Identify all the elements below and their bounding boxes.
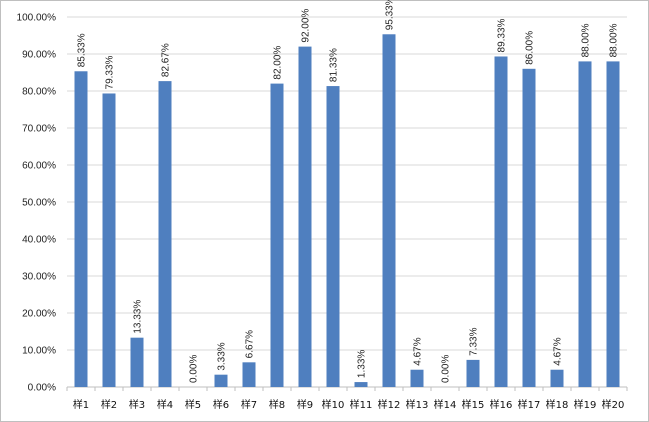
data-label: 79.33% [105,55,116,89]
x-tick-label: 样1 [73,398,89,411]
x-tick-label: 样5 [185,398,201,411]
x-tick-label: 样9 [297,398,313,411]
data-label: 4.67% [553,337,564,365]
x-tick-label: 样2 [101,398,117,411]
x-tick-label: 样18 [546,398,569,411]
bar [326,86,340,387]
bar [298,46,312,387]
x-tick-label: 样13 [406,398,429,411]
data-label: 88.00% [581,23,592,57]
x-tick-label: 样3 [129,398,145,411]
bar [466,359,480,387]
y-tick-label: 80.00% [22,87,56,98]
y-tick-label: 50.00% [22,198,56,209]
bar [242,362,256,387]
x-tick-label: 样15 [462,398,485,411]
bar [130,337,144,387]
data-label: 88.00% [609,23,620,57]
data-label: 82.00% [273,46,284,80]
data-label: 6.67% [245,330,256,358]
data-label: 95.33% [385,0,396,30]
y-tick-label: 0.00% [28,383,56,394]
y-tick-label: 30.00% [22,272,56,283]
data-label: 0.00% [189,355,200,383]
data-label: 3.33% [217,342,228,370]
bar [354,382,368,387]
x-tick-label: 样10 [322,398,345,411]
y-tick-label: 20.00% [22,309,56,320]
bar [550,369,564,387]
bar [606,61,620,388]
x-tick-label: 样14 [434,398,457,411]
y-tick-label: 40.00% [22,235,56,246]
bar [270,83,284,387]
data-label: 85.33% [77,33,88,67]
x-tick-label: 样8 [269,398,285,411]
bar [382,34,396,388]
data-label: 13.33% [133,300,144,334]
bar [410,369,424,387]
bar [102,93,116,387]
data-label: 86.00% [525,31,536,65]
bar [74,71,88,388]
bar [158,81,172,387]
y-tick-label: 90.00% [22,50,56,61]
y-tick-label: 70.00% [22,124,56,135]
data-label: 1.33% [357,350,368,378]
data-label: 7.33% [469,327,480,355]
data-label: 92.00% [301,9,312,43]
y-tick-label: 10.00% [22,346,56,357]
bar [494,56,508,387]
x-tick-label: 样17 [518,398,541,411]
bar [522,68,536,388]
data-label: 82.67% [161,43,172,77]
bar [578,61,592,388]
data-label: 4.67% [413,337,424,365]
x-tick-label: 样4 [157,398,173,411]
data-label: 81.33% [329,48,340,82]
x-tick-label: 样6 [213,398,229,411]
bar [214,374,228,387]
x-tick-label: 样7 [241,398,257,411]
data-label: 0.00% [441,355,452,383]
x-tick-label: 样11 [350,398,373,411]
x-tick-label: 样19 [574,398,597,411]
y-tick-label: 60.00% [22,161,56,172]
x-tick-label: 样20 [602,398,625,411]
data-label: 89.33% [497,18,508,52]
y-tick-label: 100.00% [17,13,57,24]
x-tick-label: 样16 [490,398,513,411]
x-tick-label: 样12 [378,398,401,411]
